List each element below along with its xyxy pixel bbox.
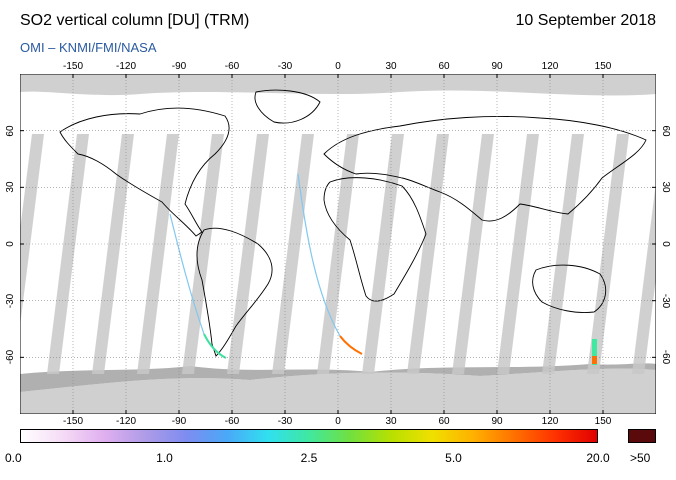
- so2-world-map: [20, 74, 656, 414]
- longitude-label: 90: [491, 61, 503, 72]
- so2-trace-south-atlantic: [339, 335, 363, 355]
- latitude-label: 30: [660, 181, 671, 193]
- longitude-label: 30: [385, 416, 397, 427]
- orbit-gap-swath: [92, 134, 134, 374]
- colorbar: [20, 429, 598, 443]
- eurasia-outline: [323, 115, 647, 222]
- orbit-gap-swath: [587, 134, 629, 374]
- map-date: 10 September 2018: [515, 12, 656, 29]
- arctic-no-data: [20, 74, 656, 96]
- colorbar-label: 2.5: [300, 451, 318, 465]
- map-title: SO2 vertical column [DU] (TRM): [20, 12, 250, 29]
- latitude-label: 30: [5, 181, 16, 193]
- latitude-label: -30: [5, 293, 16, 308]
- orbit-gap-swath: [20, 134, 44, 326]
- longitude-label: 150: [594, 61, 612, 72]
- colorbar-label: 20.0: [586, 451, 610, 465]
- colorbar-overflow-label: >50: [630, 451, 651, 465]
- longitude-label: 0: [335, 61, 341, 72]
- orbit-gap-swath: [542, 134, 584, 374]
- longitude-label: 60: [438, 416, 450, 427]
- orbit-gap-swath: [407, 134, 449, 374]
- latitude-label: -60: [660, 350, 671, 365]
- greenland-outline: [254, 89, 321, 124]
- australia-outline: [532, 264, 607, 313]
- latitude-label: -30: [660, 293, 671, 308]
- latitude-label: 0: [660, 241, 671, 247]
- colorbar-label: 1.0: [156, 451, 173, 465]
- orbit-gap-swath: [227, 134, 269, 374]
- orbit-gap-swaths: [20, 134, 656, 374]
- longitude-label: 120: [541, 61, 559, 72]
- colorbar-overflow-swatch: [628, 429, 656, 443]
- longitude-label: -30: [277, 416, 293, 427]
- orbit-gap-swath: [272, 134, 314, 374]
- longitude-label: -90: [171, 61, 187, 72]
- antarctica-land: [20, 363, 656, 392]
- so2-patch-southern-ocean: [592, 339, 597, 365]
- africa-outline: [323, 177, 427, 302]
- longitude-label: 30: [385, 61, 397, 72]
- so2-trace-south-america: [203, 333, 227, 359]
- longitude-label: -30: [277, 61, 293, 72]
- latitude-label: -60: [5, 350, 16, 365]
- coastlines: [59, 89, 647, 357]
- latitude-label: 60: [660, 125, 671, 137]
- orbit-gap-swath: [632, 182, 656, 374]
- orbit-gap-swath: [137, 134, 179, 374]
- longitude-label: 90: [491, 416, 503, 427]
- latitude-label: 0: [5, 241, 16, 247]
- longitude-label: -90: [171, 416, 187, 427]
- north-america-outline: [59, 107, 230, 237]
- orbit-gap-swath: [47, 134, 89, 374]
- orbit-gap-swath: [182, 134, 224, 374]
- longitude-label: -60: [224, 61, 240, 72]
- graticule: [20, 74, 656, 414]
- colorbar-label: 0.0: [5, 451, 22, 465]
- longitude-label: -150: [62, 61, 83, 72]
- colorbar-label: 5.0: [445, 451, 462, 465]
- longitude-label: 60: [438, 61, 450, 72]
- longitude-label: 120: [541, 416, 559, 427]
- orbit-gap-swath: [497, 134, 539, 374]
- so2-orbit-trace-west: [169, 213, 205, 335]
- longitude-label: -120: [115, 416, 136, 427]
- longitude-label: -150: [62, 416, 83, 427]
- data-source-credit: OMI – KNMI/FMI/NASA: [20, 40, 157, 55]
- so2-orbit-trace-atlantic: [297, 173, 341, 337]
- longitude-label: -120: [115, 61, 136, 72]
- orbit-gap-swath: [362, 134, 404, 374]
- latitude-label: 60: [5, 125, 16, 137]
- orbit-gap-swath: [452, 134, 494, 374]
- so2-patch-southern-ocean-high: [592, 356, 597, 364]
- longitude-label: 150: [594, 416, 612, 427]
- south-america-outline: [196, 227, 273, 357]
- axis-ticks: [20, 74, 656, 414]
- longitude-label: -60: [224, 416, 240, 427]
- longitude-label: 0: [335, 416, 341, 427]
